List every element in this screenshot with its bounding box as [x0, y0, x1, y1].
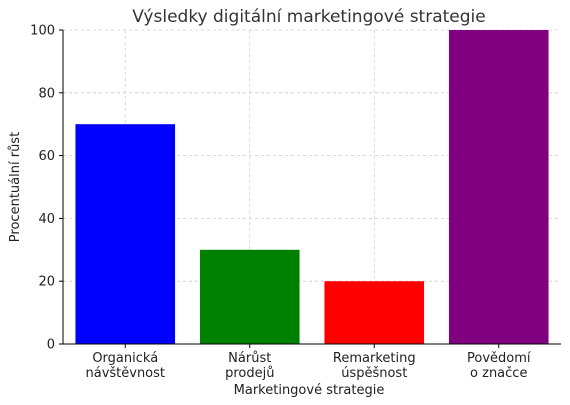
x-axis-label: Marketingové strategie	[234, 383, 385, 398]
bar	[199, 249, 300, 344]
y-tick-label: 40	[38, 212, 55, 227]
axes	[62, 30, 561, 345]
chart-title: Výsledky digitální marketingové strategi…	[132, 7, 485, 27]
bar	[75, 124, 176, 344]
x-tick-label: Povědomí o značce	[467, 351, 531, 381]
y-tick-label: 0	[47, 338, 55, 353]
bar	[324, 281, 425, 344]
y-ticks: 0 20 40 60 80 100	[30, 24, 63, 353]
y-tick-label: 60	[38, 149, 55, 164]
bars	[75, 30, 549, 344]
x-tick-label: Nárůst prodejů	[225, 351, 274, 381]
x-tick-label: Organická návštěvnost	[85, 351, 165, 381]
y-tick-label: 80	[38, 86, 55, 101]
y-tick-label: 100	[30, 24, 55, 39]
x-ticks: Organická návštěvnost Nárůst prodejů Remarke…	[85, 344, 531, 381]
bar	[448, 30, 549, 344]
x-tick-label: Remarketing úspěšnost	[333, 351, 416, 381]
y-tick-label: 20	[38, 275, 55, 290]
y-axis-label: Procentuální růst	[8, 132, 23, 242]
